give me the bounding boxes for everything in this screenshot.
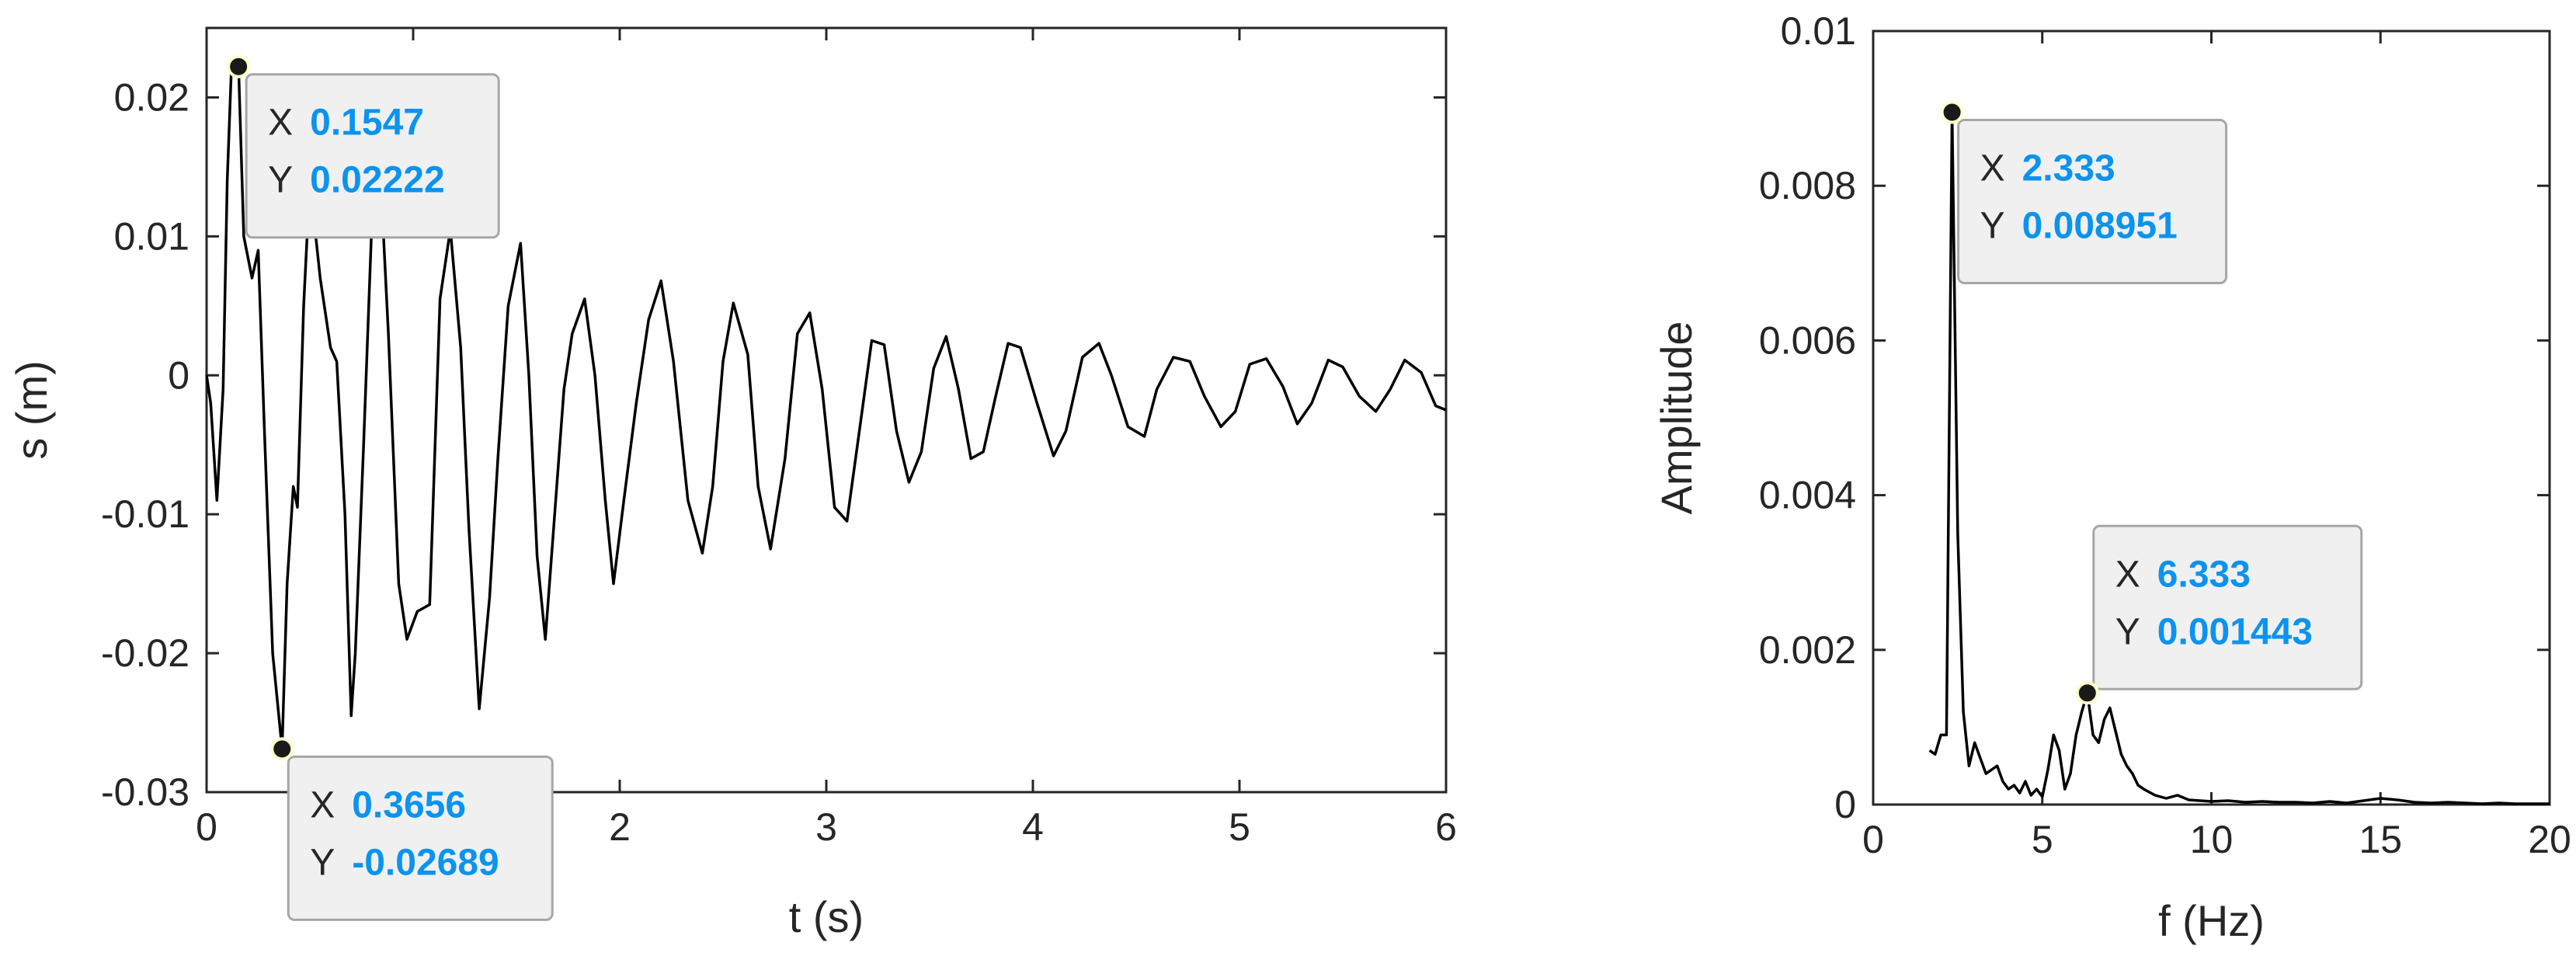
- series-line: [205, 64, 1447, 751]
- datatip-marker[interactable]: [1943, 103, 1961, 121]
- datatip-y-label: Y: [2115, 611, 2140, 652]
- x-axis-label: f (Hz): [2158, 896, 2265, 945]
- datatip-marker[interactable]: [230, 57, 248, 75]
- datatip-x-value: 2.333: [2022, 148, 2115, 189]
- datatip-y-label: Y: [1980, 205, 2005, 246]
- x-tick-label: 0: [1862, 818, 1884, 861]
- y-tick-label: 0.02: [114, 75, 189, 119]
- datatip-y-label: Y: [268, 160, 293, 201]
- datatip[interactable]: X 0.1547 Y 0.02222: [227, 54, 500, 239]
- datatip-y-value: 0.02222: [310, 160, 445, 201]
- y-tick-label: -0.03: [101, 770, 189, 814]
- datatip-x-value: 0.3656: [352, 784, 466, 826]
- x-tick-label: 15: [2359, 818, 2402, 861]
- datatip-x-label: X: [1980, 148, 2005, 189]
- x-tick-label: 4: [1022, 805, 1044, 849]
- datatip-x-label: X: [310, 784, 335, 826]
- datatip[interactable]: X 2.333 Y 0.008951: [1940, 100, 2228, 284]
- y-tick-label: 0.01: [1781, 9, 1856, 53]
- x-tick-label: 5: [1229, 805, 1250, 849]
- x-tick-label: 5: [2032, 818, 2053, 861]
- datatip-x-value: 6.333: [2157, 554, 2251, 595]
- datatip-x-label: X: [268, 103, 293, 144]
- datatip-marker[interactable]: [273, 740, 291, 758]
- x-tick-label: 2: [609, 805, 631, 849]
- x-tick-label: 3: [815, 805, 837, 849]
- x-tick-label: 20: [2528, 818, 2571, 861]
- datatip-y-value: 0.008951: [2022, 205, 2178, 246]
- y-tick-label: 0: [168, 353, 189, 397]
- datatip-marker[interactable]: [2078, 684, 2096, 702]
- datatip-box: [2092, 524, 2363, 690]
- datatip-y-value: -0.02689: [352, 842, 499, 883]
- y-tick-label: 0.004: [1759, 474, 1856, 517]
- datatip-box: [287, 755, 554, 921]
- y-tick-label: 0.002: [1759, 628, 1856, 672]
- y-tick-label: 0.006: [1759, 318, 1856, 362]
- datatip-y-value: 0.001443: [2157, 611, 2313, 652]
- x-tick-label: 0: [196, 805, 217, 849]
- datatip-box: [245, 73, 500, 239]
- x-axis-label: t (s): [789, 892, 864, 941]
- y-tick-label: -0.01: [101, 492, 189, 536]
- y-tick-label: 0.01: [114, 214, 189, 258]
- datatip-x-label: X: [2115, 554, 2140, 595]
- datatip[interactable]: X 0.3656 Y -0.02689: [270, 737, 554, 921]
- frequency-spectrum-chart: 0 5 10 15 20 0.01 0.008 0.006 0.004 0.002 0 f (Hz) A…: [1652, 9, 2571, 945]
- y-tick-label: 0.008: [1759, 164, 1856, 207]
- x-tick-label: 6: [1435, 805, 1457, 849]
- datatip-y-label: Y: [310, 842, 335, 883]
- y-tick-label: 0: [1834, 783, 1856, 826]
- datatip[interactable]: X 6.333 Y 0.001443: [2075, 524, 2363, 705]
- datatip-x-value: 0.1547: [310, 103, 424, 144]
- time-domain-chart: 01234560.020.010-0.01-0.02-0.03t (s)s (m…: [7, 26, 1457, 941]
- x-tick-label: 10: [2190, 818, 2234, 861]
- y-tick-label: -0.02: [101, 631, 189, 675]
- datatip-box: [1957, 118, 2228, 284]
- series-line: [1928, 110, 2550, 805]
- y-axis-label: s (m): [7, 360, 56, 460]
- y-axis-label: Amplitude: [1652, 321, 1701, 514]
